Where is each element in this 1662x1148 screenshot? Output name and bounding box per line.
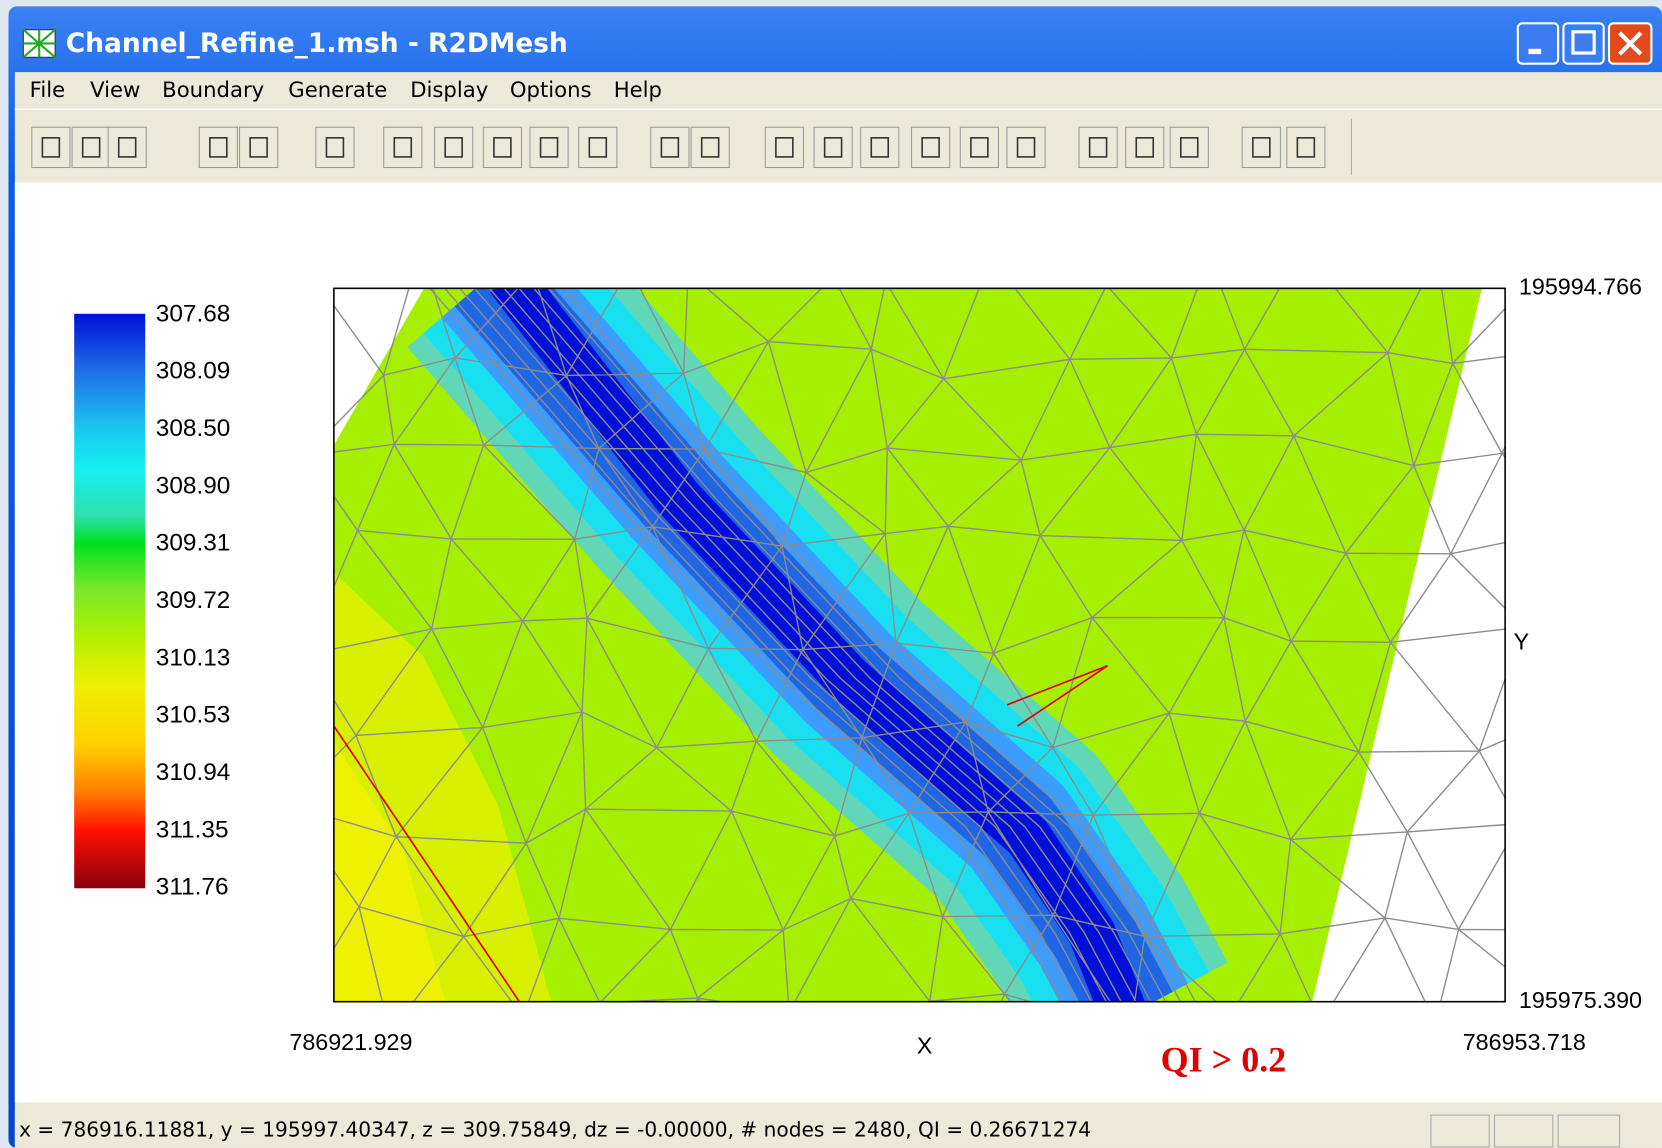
toolbar [32,119,1352,175]
toolbar-button[interactable] [691,127,729,167]
button-face [691,127,729,167]
button-face [1242,127,1280,167]
button-face [530,127,568,167]
button-face [32,127,70,167]
window-title: Channel_Refine_1.msh - R2DMesh [66,28,568,59]
menu-item[interactable]: Help [614,77,662,102]
button-face [960,127,998,167]
legend-label: 310.94 [156,759,231,786]
app-icon [23,30,55,58]
button-face [814,127,852,167]
menu-item[interactable]: Options [510,77,592,102]
maximize-button[interactable] [1563,23,1603,63]
y-axis-title: Y [1514,629,1530,655]
toolbar-button[interactable] [483,127,521,167]
y-max-label: 195994.766 [1519,273,1642,299]
menu-bar: File View Boundary Generate Display Options He… [30,77,662,102]
toolbar-button[interactable] [861,127,899,167]
menu-item[interactable]: View [90,77,140,102]
toolbar-button[interactable] [765,127,803,167]
toolbar-button[interactable] [960,127,998,167]
toolbar-button[interactable] [1287,127,1325,167]
legend-label: 308.09 [156,358,231,385]
toolbar-button[interactable] [1170,127,1208,167]
button-face [435,127,473,167]
toolbar-button[interactable] [1242,127,1280,167]
x-axis-title: X [917,1032,933,1058]
button-face [483,127,521,167]
toolbar-button[interactable] [651,127,689,167]
y-min-label: 195975.390 [1519,987,1642,1013]
toolbar-button[interactable] [814,127,852,167]
button-face [1287,127,1325,167]
x-max-label: 786953.718 [1463,1029,1586,1055]
button-face [1079,127,1117,167]
button-face [108,127,146,167]
toolbar-button[interactable] [1007,127,1045,167]
button-face [72,127,110,167]
legend-label: 310.13 [156,644,231,671]
toolbar-button[interactable] [240,127,278,167]
legend-label: 308.90 [156,472,231,499]
menu-item[interactable]: File [30,77,65,102]
toolbar-button[interactable] [384,127,422,167]
legend-label: 310.53 [156,702,231,729]
toolbar-button[interactable] [912,127,950,167]
toolbar-button[interactable] [32,127,70,167]
page: {"window": {"title": "Channel_Refine_1.m… [0,0,1662,1148]
minimize-button[interactable] [1518,23,1558,63]
app-window: Channel_Refine_1.msh - R2DMesh File View B… [0,0,1662,1148]
toolbar-button[interactable] [72,127,110,167]
legend-label: 311.35 [156,816,229,843]
button-face [861,127,899,167]
toolbar-button[interactable] [579,127,617,167]
x-min-label: 786921.929 [289,1029,412,1055]
menu-item[interactable]: Display [410,77,488,102]
button-face [1007,127,1045,167]
status-text: x = 786916.11881, y = 195997.40347, z = … [19,1118,1091,1142]
button-face [199,127,237,167]
button-face [765,127,803,167]
toolbar-button[interactable] [530,127,568,167]
button-face [579,127,617,167]
legend-label: 309.72 [156,587,231,614]
toolbar-button[interactable] [1079,127,1117,167]
button-face [1126,127,1164,167]
button-face [240,127,278,167]
legend-label: 309.31 [156,530,231,557]
menu-item[interactable]: Boundary [162,77,264,102]
toolbar-button[interactable] [199,127,237,167]
legend-label: 311.76 [156,874,229,901]
toolbar-button[interactable] [435,127,473,167]
menu-item[interactable]: Generate [288,77,387,102]
button-face [316,127,354,167]
button-face [1170,127,1208,167]
button-face [912,127,950,167]
close-button[interactable] [1609,23,1651,63]
color-legend [74,314,145,888]
toolbar-button[interactable] [316,127,354,167]
annotation: QI > 0.2 [1161,1039,1287,1079]
toolbar-button[interactable] [1126,127,1164,167]
button-face [651,127,689,167]
legend-label: 308.50 [156,415,231,442]
legend-label: 307.68 [156,300,231,327]
button-face [384,127,422,167]
toolbar-button[interactable] [108,127,146,167]
